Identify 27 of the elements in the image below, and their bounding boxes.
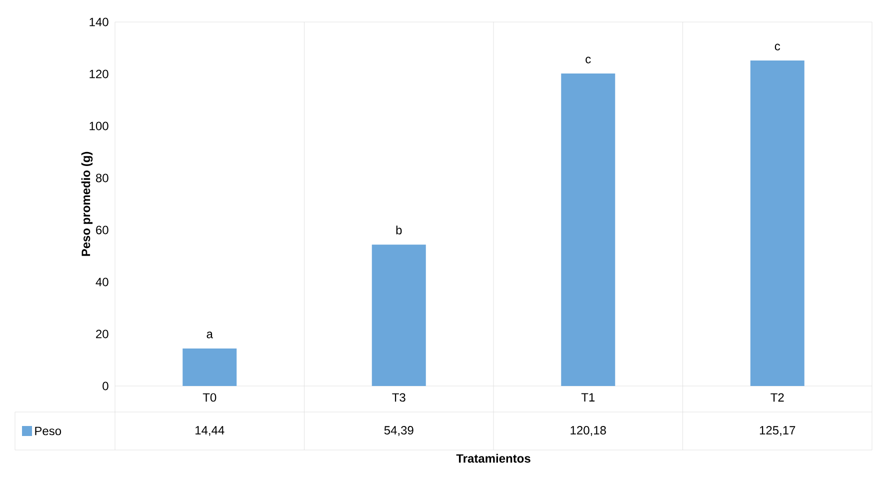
annotation: c — [774, 44, 780, 50]
data-label: 54,39 — [384, 426, 414, 436]
bar — [750, 60, 804, 386]
x-tick-label: T0 — [202, 393, 216, 402]
y-tick-label: 120 — [90, 70, 108, 78]
annotation: a — [206, 332, 213, 338]
x-tick-label: T3 — [392, 393, 406, 402]
data-label: 120,18 — [570, 426, 606, 436]
bar — [372, 244, 426, 386]
x-tick-label: T2 — [770, 393, 784, 402]
x-tick-label: T1 — [581, 393, 595, 402]
legend-label: Peso — [35, 426, 62, 436]
bar — [561, 74, 616, 386]
data-label: 14,44 — [196, 426, 224, 436]
y-tick-label: 40 — [96, 278, 108, 286]
bar — [182, 348, 237, 386]
y-tick-label: 0 — [102, 382, 108, 390]
y-tick-label: 60 — [96, 226, 108, 234]
y-tick-label: 140 — [90, 18, 108, 26]
y-tick-label: 20 — [96, 330, 108, 338]
annotation: b — [396, 226, 402, 234]
y-axis-title: Peso promedio (g) — [81, 152, 93, 256]
y-tick-label: 80 — [96, 174, 108, 182]
y-tick-label: 100 — [90, 122, 108, 130]
x-axis-title: Tratamientos — [456, 454, 530, 463]
data-label: 125,17 — [760, 426, 796, 436]
annotation: c — [586, 56, 591, 64]
